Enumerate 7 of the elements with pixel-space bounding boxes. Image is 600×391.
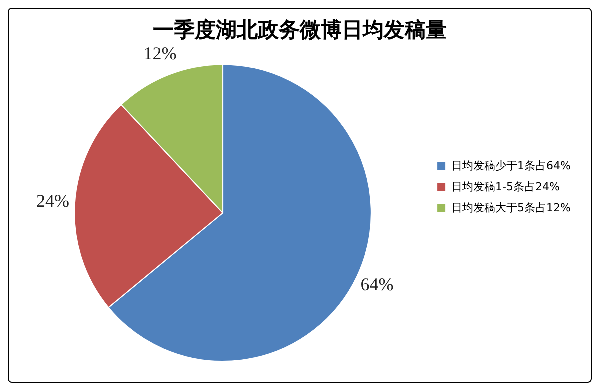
legend-label: 日均发稿大于5条占12% xyxy=(452,201,572,214)
legend-label: 日均发稿1-5条占24% xyxy=(452,180,560,194)
data-label: 24% xyxy=(36,191,70,212)
chart-title: 一季度湖北政务微博日均发稿量 xyxy=(153,18,447,42)
data-label: 64% xyxy=(360,274,394,294)
data-label: 12% xyxy=(144,43,177,64)
legend-label: 日均发稿少于1条占64% xyxy=(452,159,572,172)
